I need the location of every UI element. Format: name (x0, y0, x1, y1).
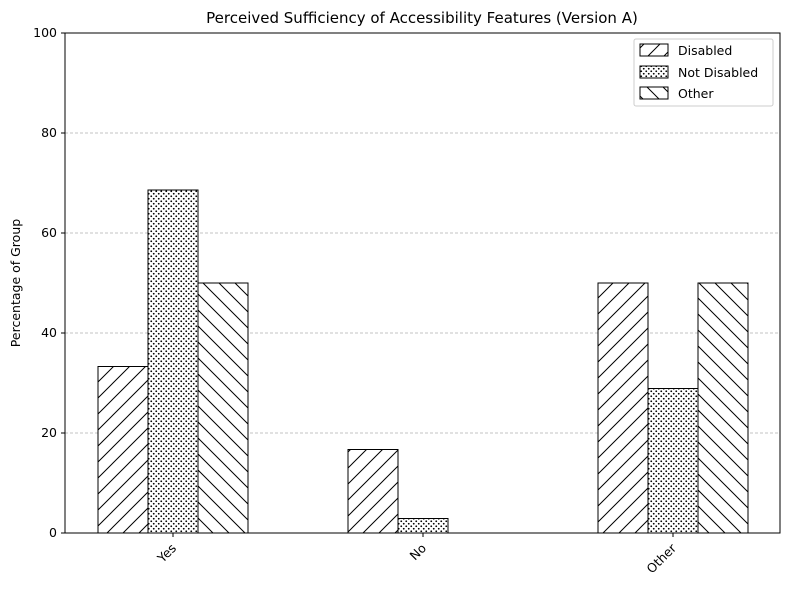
y-axis-label: Percentage of Group (8, 219, 23, 347)
legend-label-disabled: Disabled (678, 43, 732, 58)
bar-disabled-yes (97, 366, 149, 534)
legend-label-not-disabled: Not Disabled (678, 65, 758, 80)
y-tick-label-40: 40 (41, 325, 57, 340)
bars (97, 189, 749, 534)
legend-item-other: Other (639, 86, 714, 101)
x-tick-label-other: Other (643, 540, 679, 576)
legend: Disabled Not Disabled Other (633, 38, 774, 107)
y-tick-label-80: 80 (41, 125, 57, 140)
y-axis-ticks: 0 20 40 60 80 100 (33, 25, 65, 540)
y-tick-label-0: 0 (49, 525, 57, 540)
bar-other-other (697, 282, 749, 534)
legend-swatch-other (639, 86, 669, 100)
bar-not-disabled-no (397, 518, 449, 534)
y-tick-label-100: 100 (33, 25, 57, 40)
x-tick-label-no: No (406, 541, 429, 564)
y-tick-label-60: 60 (41, 225, 57, 240)
x-tick-label-yes: Yes (154, 541, 180, 567)
bar-other-yes (197, 282, 249, 534)
legend-item-not-disabled: Not Disabled (639, 65, 758, 80)
x-axis-ticks: Yes No Other (154, 533, 680, 576)
chart-title: Perceived Sufficiency of Accessibility F… (206, 9, 638, 27)
legend-swatch-not-disabled (639, 65, 669, 79)
legend-swatch-disabled (639, 43, 669, 57)
bar-disabled-no (347, 449, 399, 534)
legend-item-disabled: Disabled (639, 43, 732, 58)
bar-disabled-other (597, 282, 649, 534)
legend-label-other: Other (678, 86, 714, 101)
y-tick-label-20: 20 (41, 425, 57, 440)
legend-frame (633, 38, 774, 107)
bar-not-disabled-other (647, 388, 699, 534)
bar-not-disabled-yes (147, 189, 199, 534)
